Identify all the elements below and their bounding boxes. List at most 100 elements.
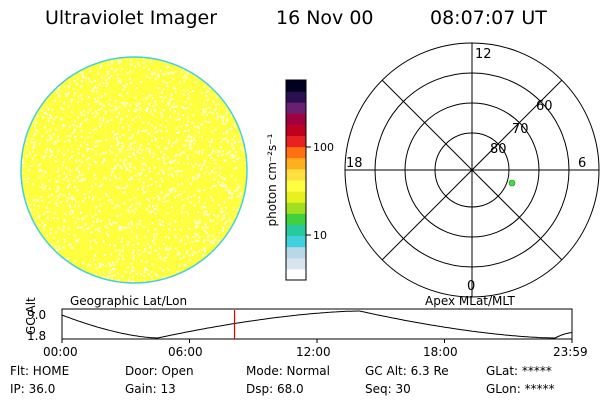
speckle bbox=[204, 226, 207, 229]
speckle bbox=[200, 168, 202, 171]
speckle bbox=[192, 235, 195, 238]
speckle bbox=[128, 137, 131, 140]
speckle bbox=[121, 275, 124, 278]
speckle bbox=[197, 174, 200, 177]
speckle bbox=[69, 169, 72, 172]
speckle bbox=[110, 75, 113, 78]
geographic-latlon-label: Geographic Lat/Lon bbox=[70, 294, 188, 308]
speckle bbox=[210, 94, 213, 97]
speckle bbox=[76, 83, 78, 86]
speckle bbox=[88, 148, 91, 150]
speckle bbox=[78, 164, 81, 167]
speckle bbox=[163, 259, 166, 262]
speckle bbox=[170, 162, 173, 165]
speckle bbox=[223, 223, 226, 226]
speckle bbox=[84, 178, 87, 180]
speckle bbox=[142, 225, 145, 228]
speckle bbox=[62, 228, 65, 231]
speckle bbox=[162, 157, 165, 159]
speckle bbox=[89, 240, 92, 243]
speckle bbox=[128, 226, 131, 229]
speckle bbox=[43, 213, 46, 216]
speckle bbox=[81, 218, 84, 221]
speckle bbox=[186, 250, 189, 253]
speckle bbox=[151, 72, 154, 75]
speckle bbox=[130, 176, 133, 179]
speckle bbox=[225, 186, 228, 188]
speckle bbox=[50, 116, 52, 119]
speckle bbox=[212, 149, 215, 152]
speckle bbox=[163, 159, 166, 162]
speckle bbox=[159, 184, 161, 187]
speckle bbox=[185, 235, 188, 238]
speckle bbox=[35, 198, 38, 201]
speckle bbox=[216, 216, 219, 219]
speckle bbox=[148, 251, 150, 254]
speckle bbox=[79, 85, 82, 88]
speckle bbox=[116, 140, 119, 143]
colorbar-band bbox=[286, 213, 306, 225]
speckle bbox=[156, 208, 159, 211]
speckle bbox=[138, 174, 141, 176]
speckle bbox=[99, 66, 102, 69]
speckle bbox=[107, 70, 110, 73]
speckle bbox=[143, 191, 145, 194]
speckle bbox=[94, 141, 97, 144]
speckle bbox=[92, 198, 94, 201]
speckle bbox=[182, 151, 185, 154]
speckle bbox=[162, 80, 165, 83]
speckle bbox=[167, 72, 170, 75]
speckle bbox=[195, 151, 197, 153]
speckle bbox=[132, 280, 134, 283]
speckle bbox=[229, 220, 232, 223]
speckle bbox=[174, 154, 177, 157]
speckle bbox=[161, 100, 164, 103]
altitude-curve bbox=[61, 310, 573, 339]
speckle bbox=[188, 146, 191, 149]
speckle bbox=[210, 241, 213, 244]
speckle bbox=[198, 236, 201, 239]
speckle bbox=[22, 162, 25, 164]
speckle bbox=[203, 205, 205, 208]
speckle bbox=[162, 109, 165, 112]
speckle bbox=[48, 179, 51, 182]
polar-plot bbox=[344, 42, 600, 298]
speckle bbox=[136, 222, 139, 225]
speckle bbox=[107, 234, 110, 237]
speckle bbox=[107, 73, 109, 76]
colorbar-tick-label-10: 10 bbox=[313, 229, 327, 242]
speckle bbox=[223, 214, 226, 217]
speckle bbox=[186, 107, 189, 110]
speckle bbox=[148, 104, 151, 107]
speckle bbox=[213, 214, 216, 217]
speckle bbox=[100, 102, 103, 105]
speckle bbox=[160, 191, 163, 194]
speckle bbox=[142, 57, 145, 60]
speckle bbox=[152, 233, 155, 236]
speckle bbox=[34, 218, 37, 221]
speckle bbox=[163, 162, 166, 165]
speckle bbox=[109, 222, 112, 225]
speckle bbox=[68, 183, 71, 186]
speckle bbox=[148, 167, 151, 170]
speckle bbox=[104, 112, 107, 115]
speckle bbox=[149, 246, 152, 249]
speckle bbox=[140, 273, 143, 275]
speckle bbox=[56, 170, 59, 173]
speckle bbox=[191, 90, 194, 92]
speckle bbox=[92, 90, 95, 93]
lat-label-70: 70 bbox=[512, 122, 529, 137]
speckle bbox=[175, 105, 178, 108]
speckle bbox=[204, 108, 207, 111]
speckle bbox=[182, 93, 185, 96]
speckle bbox=[33, 143, 35, 146]
uv-image bbox=[20, 56, 248, 284]
speckle bbox=[178, 153, 181, 156]
speckle bbox=[76, 77, 79, 80]
speckle bbox=[137, 62, 140, 65]
speckle bbox=[114, 105, 117, 108]
speckle bbox=[120, 167, 123, 170]
colorbar-band bbox=[286, 157, 306, 170]
speckle bbox=[159, 70, 162, 73]
speckle bbox=[191, 121, 194, 124]
